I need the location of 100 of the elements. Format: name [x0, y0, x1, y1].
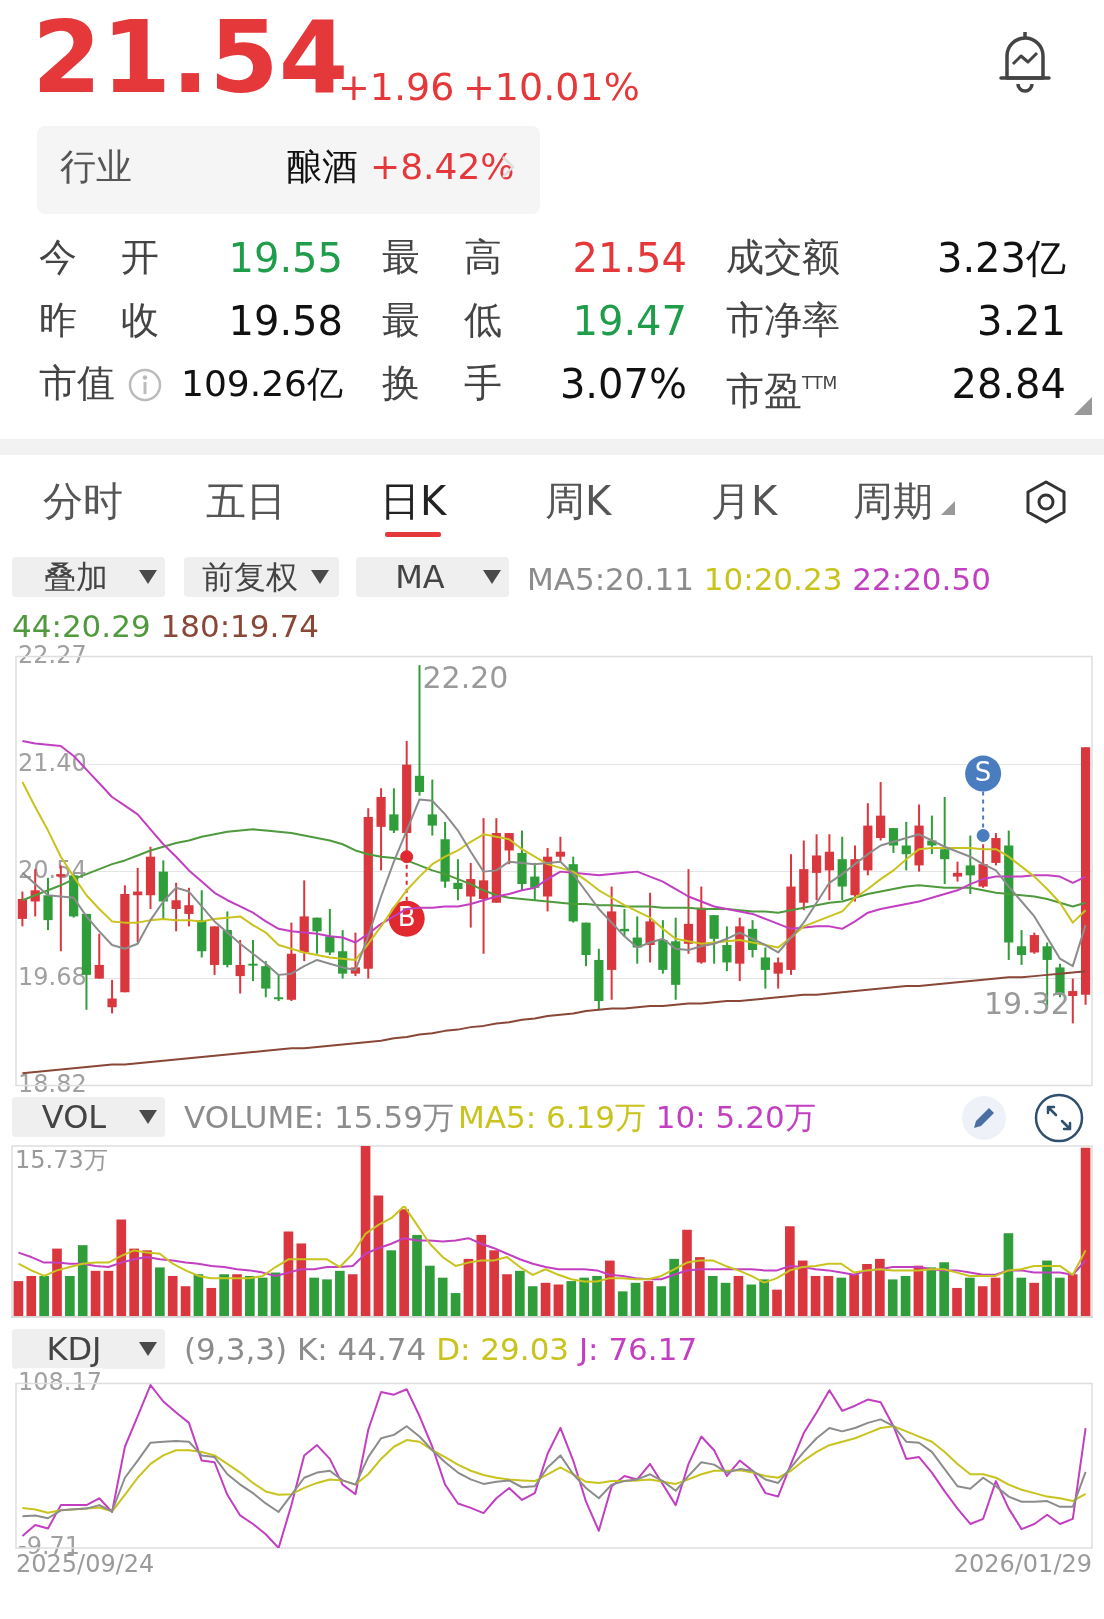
text: 行业: [60, 145, 132, 189]
bar: [1029, 1282, 1039, 1317]
text: MA: [395, 557, 445, 597]
text: J: 76.17: [578, 1331, 698, 1367]
annotation: 22.20: [422, 659, 509, 695]
text: 市净率: [726, 298, 840, 344]
candlestick: [555, 835, 566, 863]
text: D: 29.03: [436, 1331, 570, 1367]
bar: [965, 1277, 975, 1317]
text: 昨收: [39, 298, 203, 344]
text: 22:20.50: [852, 561, 991, 597]
text: 五日: [206, 477, 286, 525]
annotation: 15.73万: [15, 1146, 108, 1175]
bar: [167, 1275, 178, 1317]
bar: [335, 1270, 345, 1317]
text: 月K: [710, 477, 778, 525]
text: MA5:20.11: [527, 561, 694, 597]
candlestick: [184, 886, 194, 928]
candlestick: [171, 881, 181, 933]
candlestick: [1016, 929, 1027, 966]
text: 19.47: [572, 297, 687, 345]
annotation: S: [974, 757, 992, 788]
bar: [39, 1275, 49, 1317]
bar: [65, 1275, 75, 1317]
bar: [527, 1286, 538, 1317]
candlestick: [325, 907, 335, 956]
bar: [592, 1275, 602, 1317]
candlestick: [965, 834, 975, 896]
text: 今开: [39, 235, 203, 281]
bar: [257, 1277, 268, 1317]
candlestick: [107, 978, 117, 1015]
candlestick: [811, 833, 822, 902]
text: +8.42%: [370, 145, 515, 189]
bar: [926, 1267, 937, 1317]
bar: [540, 1282, 551, 1317]
bar: [425, 1265, 435, 1317]
text: 周K: [544, 477, 612, 525]
bar: [605, 1260, 615, 1317]
bar: [180, 1286, 191, 1317]
bar: [630, 1282, 641, 1317]
bar: [810, 1275, 821, 1317]
candlestick: [427, 778, 437, 837]
text: 酿酒: [286, 145, 358, 189]
y-tick-label: 19.68: [18, 962, 87, 991]
candlestick: [952, 860, 963, 883]
candlestick: [94, 932, 104, 980]
text: 叠加: [44, 557, 108, 597]
candlestick: [1068, 977, 1078, 1025]
bar: [849, 1274, 859, 1317]
text: 换手: [382, 361, 546, 407]
bar: [643, 1281, 654, 1317]
bar: [515, 1270, 525, 1317]
bar: [990, 1277, 1001, 1317]
candlestick: [389, 787, 399, 835]
y-tick-label: 18.82: [18, 1069, 87, 1098]
candlestick: [824, 833, 835, 902]
candlestick: [414, 664, 425, 797]
bar: [1080, 1147, 1091, 1317]
chart-title: KDJ: [46, 1330, 102, 1368]
text: 最高: [382, 235, 546, 281]
bar: [1055, 1277, 1065, 1317]
bar: [875, 1258, 885, 1317]
bar: [296, 1243, 307, 1317]
bar: [142, 1250, 152, 1317]
bar: [116, 1219, 127, 1317]
bar: [309, 1277, 319, 1317]
bar: [887, 1279, 898, 1317]
candlestick: [312, 916, 322, 955]
bar: [437, 1277, 448, 1317]
bar: [103, 1270, 114, 1317]
candlestick: [235, 939, 245, 995]
text: 日K: [379, 477, 447, 525]
bar: [682, 1229, 692, 1317]
text: 分时: [43, 477, 123, 525]
bar: [759, 1279, 769, 1317]
candlestick: [722, 925, 732, 973]
text: 180:19.74: [160, 608, 319, 644]
y-tick-label: 108.17: [18, 1367, 102, 1396]
bar: [52, 1248, 62, 1317]
bar: [836, 1277, 847, 1317]
bar: [232, 1274, 242, 1317]
bar: [1003, 1233, 1014, 1317]
candlestick: [1029, 931, 1039, 955]
candlestick: [17, 890, 28, 928]
bar: [13, 1281, 24, 1317]
bar: [939, 1262, 949, 1317]
candlestick: [940, 795, 950, 886]
annotation: 19.32: [983, 986, 1070, 1022]
text: 19.58: [228, 297, 343, 345]
text: 10: 5.20万: [655, 1099, 816, 1135]
candlestick: [261, 960, 271, 999]
bar: [412, 1234, 422, 1317]
text: MA5: 6.19万: [458, 1099, 646, 1135]
text: 市盈$^{TTM}$: [726, 368, 838, 416]
bar: [489, 1250, 499, 1317]
text: 成交额: [726, 235, 840, 281]
bar: [476, 1234, 487, 1317]
bar: [720, 1282, 731, 1317]
bar: [77, 1245, 88, 1317]
bar: [952, 1287, 962, 1317]
